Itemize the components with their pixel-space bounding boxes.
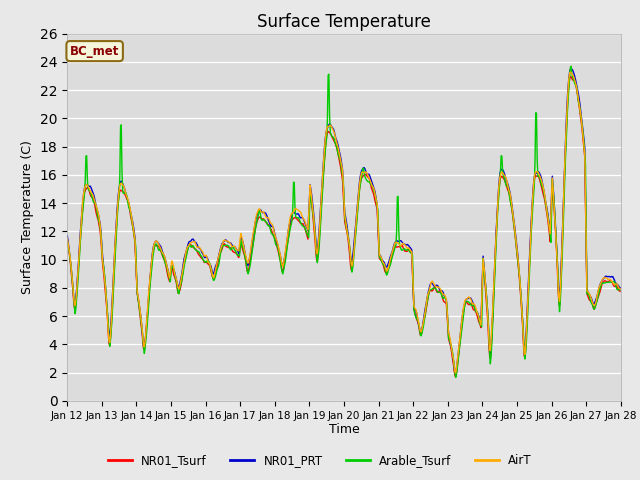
AirT	[63, 235, 71, 241]
Line: NR01_PRT: NR01_PRT	[67, 69, 620, 373]
Arable_Tsurf	[452, 374, 460, 380]
Legend: NR01_Tsurf, NR01_PRT, Arable_Tsurf, AirT: NR01_Tsurf, NR01_PRT, Arable_Tsurf, AirT	[104, 449, 536, 472]
Arable_Tsurf	[230, 245, 237, 251]
Line: AirT: AirT	[67, 72, 620, 373]
AirT	[278, 262, 286, 267]
NR01_PRT	[452, 370, 460, 376]
NR01_Tsurf	[401, 248, 408, 254]
NR01_PRT	[567, 66, 575, 72]
Arable_Tsurf	[567, 63, 575, 69]
NR01_PRT	[230, 244, 237, 250]
NR01_PRT	[616, 285, 624, 291]
Text: BC_met: BC_met	[70, 45, 119, 58]
NR01_Tsurf	[452, 374, 460, 380]
Arable_Tsurf	[278, 268, 286, 274]
Arable_Tsurf	[128, 219, 136, 225]
Line: NR01_Tsurf: NR01_Tsurf	[67, 77, 620, 377]
NR01_Tsurf	[230, 249, 237, 255]
AirT	[452, 370, 460, 376]
Title: Surface Temperature: Surface Temperature	[257, 12, 431, 31]
NR01_PRT	[401, 241, 408, 247]
AirT	[401, 241, 408, 247]
NR01_Tsurf	[257, 216, 265, 221]
NR01_Tsurf	[128, 220, 136, 226]
Arable_Tsurf	[63, 240, 71, 246]
Arable_Tsurf	[432, 286, 440, 291]
NR01_PRT	[128, 216, 136, 222]
AirT	[616, 286, 624, 292]
AirT	[566, 69, 574, 75]
NR01_Tsurf	[432, 285, 440, 291]
NR01_Tsurf	[567, 74, 575, 80]
X-axis label: Time: Time	[328, 423, 360, 436]
NR01_PRT	[432, 283, 440, 288]
NR01_Tsurf	[63, 238, 71, 243]
NR01_Tsurf	[278, 268, 286, 274]
NR01_PRT	[63, 233, 71, 239]
Y-axis label: Surface Temperature (C): Surface Temperature (C)	[21, 140, 34, 294]
NR01_PRT	[257, 208, 265, 214]
AirT	[128, 217, 136, 223]
NR01_Tsurf	[616, 288, 624, 294]
AirT	[230, 243, 237, 249]
Line: Arable_Tsurf: Arable_Tsurf	[67, 66, 620, 377]
Arable_Tsurf	[257, 216, 265, 221]
Arable_Tsurf	[401, 246, 408, 252]
AirT	[432, 283, 440, 289]
Arable_Tsurf	[616, 287, 624, 293]
AirT	[257, 209, 265, 215]
NR01_PRT	[278, 262, 286, 267]
